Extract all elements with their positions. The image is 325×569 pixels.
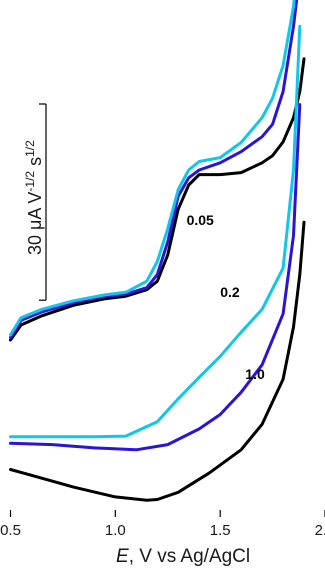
x-axis-title-var: E: [116, 546, 129, 567]
curve-label-1: 0.2: [220, 284, 240, 300]
curve-label-0: 0.05: [187, 212, 214, 228]
x-axis: 0.5 1.0 1.5 2.0: [0, 510, 325, 539]
curve-labels-group: 0.05 0.2 1.0: [187, 212, 265, 382]
series-line-1_0-4: [9, 103, 302, 452]
x-axis-title-rest: , V vs Ag/AgCl: [129, 546, 250, 567]
scale-bar-label-main: 30 μA V: [25, 192, 45, 255]
scale-bar-label-sup2: 1/2: [23, 140, 37, 157]
x-tick-label-2: 1.5: [210, 522, 231, 539]
curve-label-2: 1.0: [245, 366, 265, 382]
series-line-0_05-0: [9, 57, 306, 342]
curves-group: [9, 0, 306, 502]
series-line-0_2-3: [9, 24, 302, 439]
x-tick-label-3: 2.0: [315, 522, 325, 539]
series-line-1_0-5: [9, 220, 306, 502]
scale-bar-label-sup1: -1/2: [23, 171, 37, 192]
series-line-0_2-1: [9, 0, 299, 339]
scale-bar: 30 μA V-1/2 s1/2: [23, 103, 47, 301]
scale-bar-label-mid: s: [25, 157, 45, 171]
series-line-1_0-2: [9, 0, 296, 337]
x-tick-label-1: 1.0: [105, 522, 126, 539]
scale-bar-label: 30 μA V-1/2 s1/2: [23, 140, 45, 255]
x-tick-label-0: 0.5: [0, 522, 21, 539]
x-axis-title: E, V vs Ag/AgCl: [116, 546, 250, 567]
